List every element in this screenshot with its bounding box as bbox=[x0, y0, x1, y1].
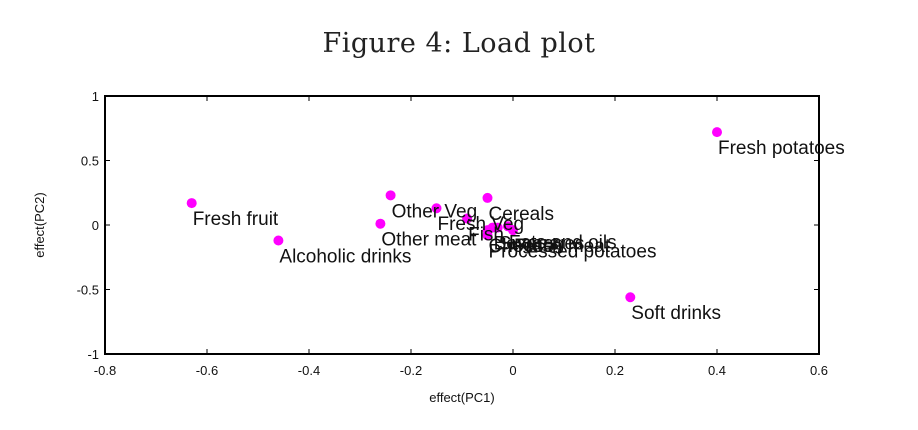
point-label: Fats and oils bbox=[509, 232, 617, 253]
x-axis-label: effect(PC1) bbox=[429, 390, 495, 405]
data-point bbox=[375, 218, 386, 229]
point-label: Fresh Veg bbox=[438, 214, 525, 235]
y-tick-label: -1 bbox=[87, 347, 99, 362]
x-tick-label: 0.2 bbox=[606, 363, 624, 378]
y-axis-label: effect(PC2) bbox=[32, 192, 47, 258]
data-point bbox=[385, 190, 396, 201]
point-label: Other meat bbox=[381, 230, 477, 251]
point-label: Sugars bbox=[499, 234, 559, 255]
point-label: Fresh fruit bbox=[193, 209, 279, 230]
data-point bbox=[508, 225, 518, 236]
x-tick-label: 0.6 bbox=[810, 363, 828, 378]
point-label: Other Veg bbox=[392, 201, 478, 222]
point-label: Fresh meat bbox=[514, 236, 611, 257]
y-tick-label: 0 bbox=[92, 218, 99, 233]
data-point bbox=[462, 213, 473, 224]
point-label: Beverages bbox=[494, 234, 585, 255]
x-tick-label: -0.4 bbox=[298, 363, 320, 378]
point-label: Alcoholic drinks bbox=[279, 246, 411, 267]
data-point bbox=[273, 235, 284, 246]
data-point bbox=[431, 203, 442, 214]
data-point bbox=[186, 198, 197, 209]
data-point bbox=[482, 230, 493, 241]
point-label: Fresh potatoes bbox=[718, 138, 845, 159]
figure-title: Figure 4: Load plot bbox=[322, 28, 596, 59]
x-tick-label: 0 bbox=[509, 363, 516, 378]
point-label: Soft drinks bbox=[631, 303, 721, 324]
x-tick-label: -0.6 bbox=[196, 363, 218, 378]
point-label: Cheese bbox=[489, 236, 555, 257]
data-point bbox=[625, 292, 636, 303]
point-label: Fish bbox=[468, 225, 504, 246]
x-tick-label: -0.8 bbox=[94, 363, 116, 378]
x-tick-label: 0.4 bbox=[708, 363, 726, 378]
data-point bbox=[482, 192, 493, 203]
data-point bbox=[487, 222, 498, 233]
data-point bbox=[712, 127, 722, 138]
y-tick-label: 1 bbox=[92, 89, 99, 104]
point-label: Processed potatoes bbox=[489, 241, 657, 262]
y-tick-label: -0.5 bbox=[77, 283, 99, 298]
point-label: Cereals bbox=[489, 204, 554, 225]
y-tick-label: 0.5 bbox=[81, 154, 99, 169]
x-tick-label: -0.2 bbox=[400, 363, 422, 378]
